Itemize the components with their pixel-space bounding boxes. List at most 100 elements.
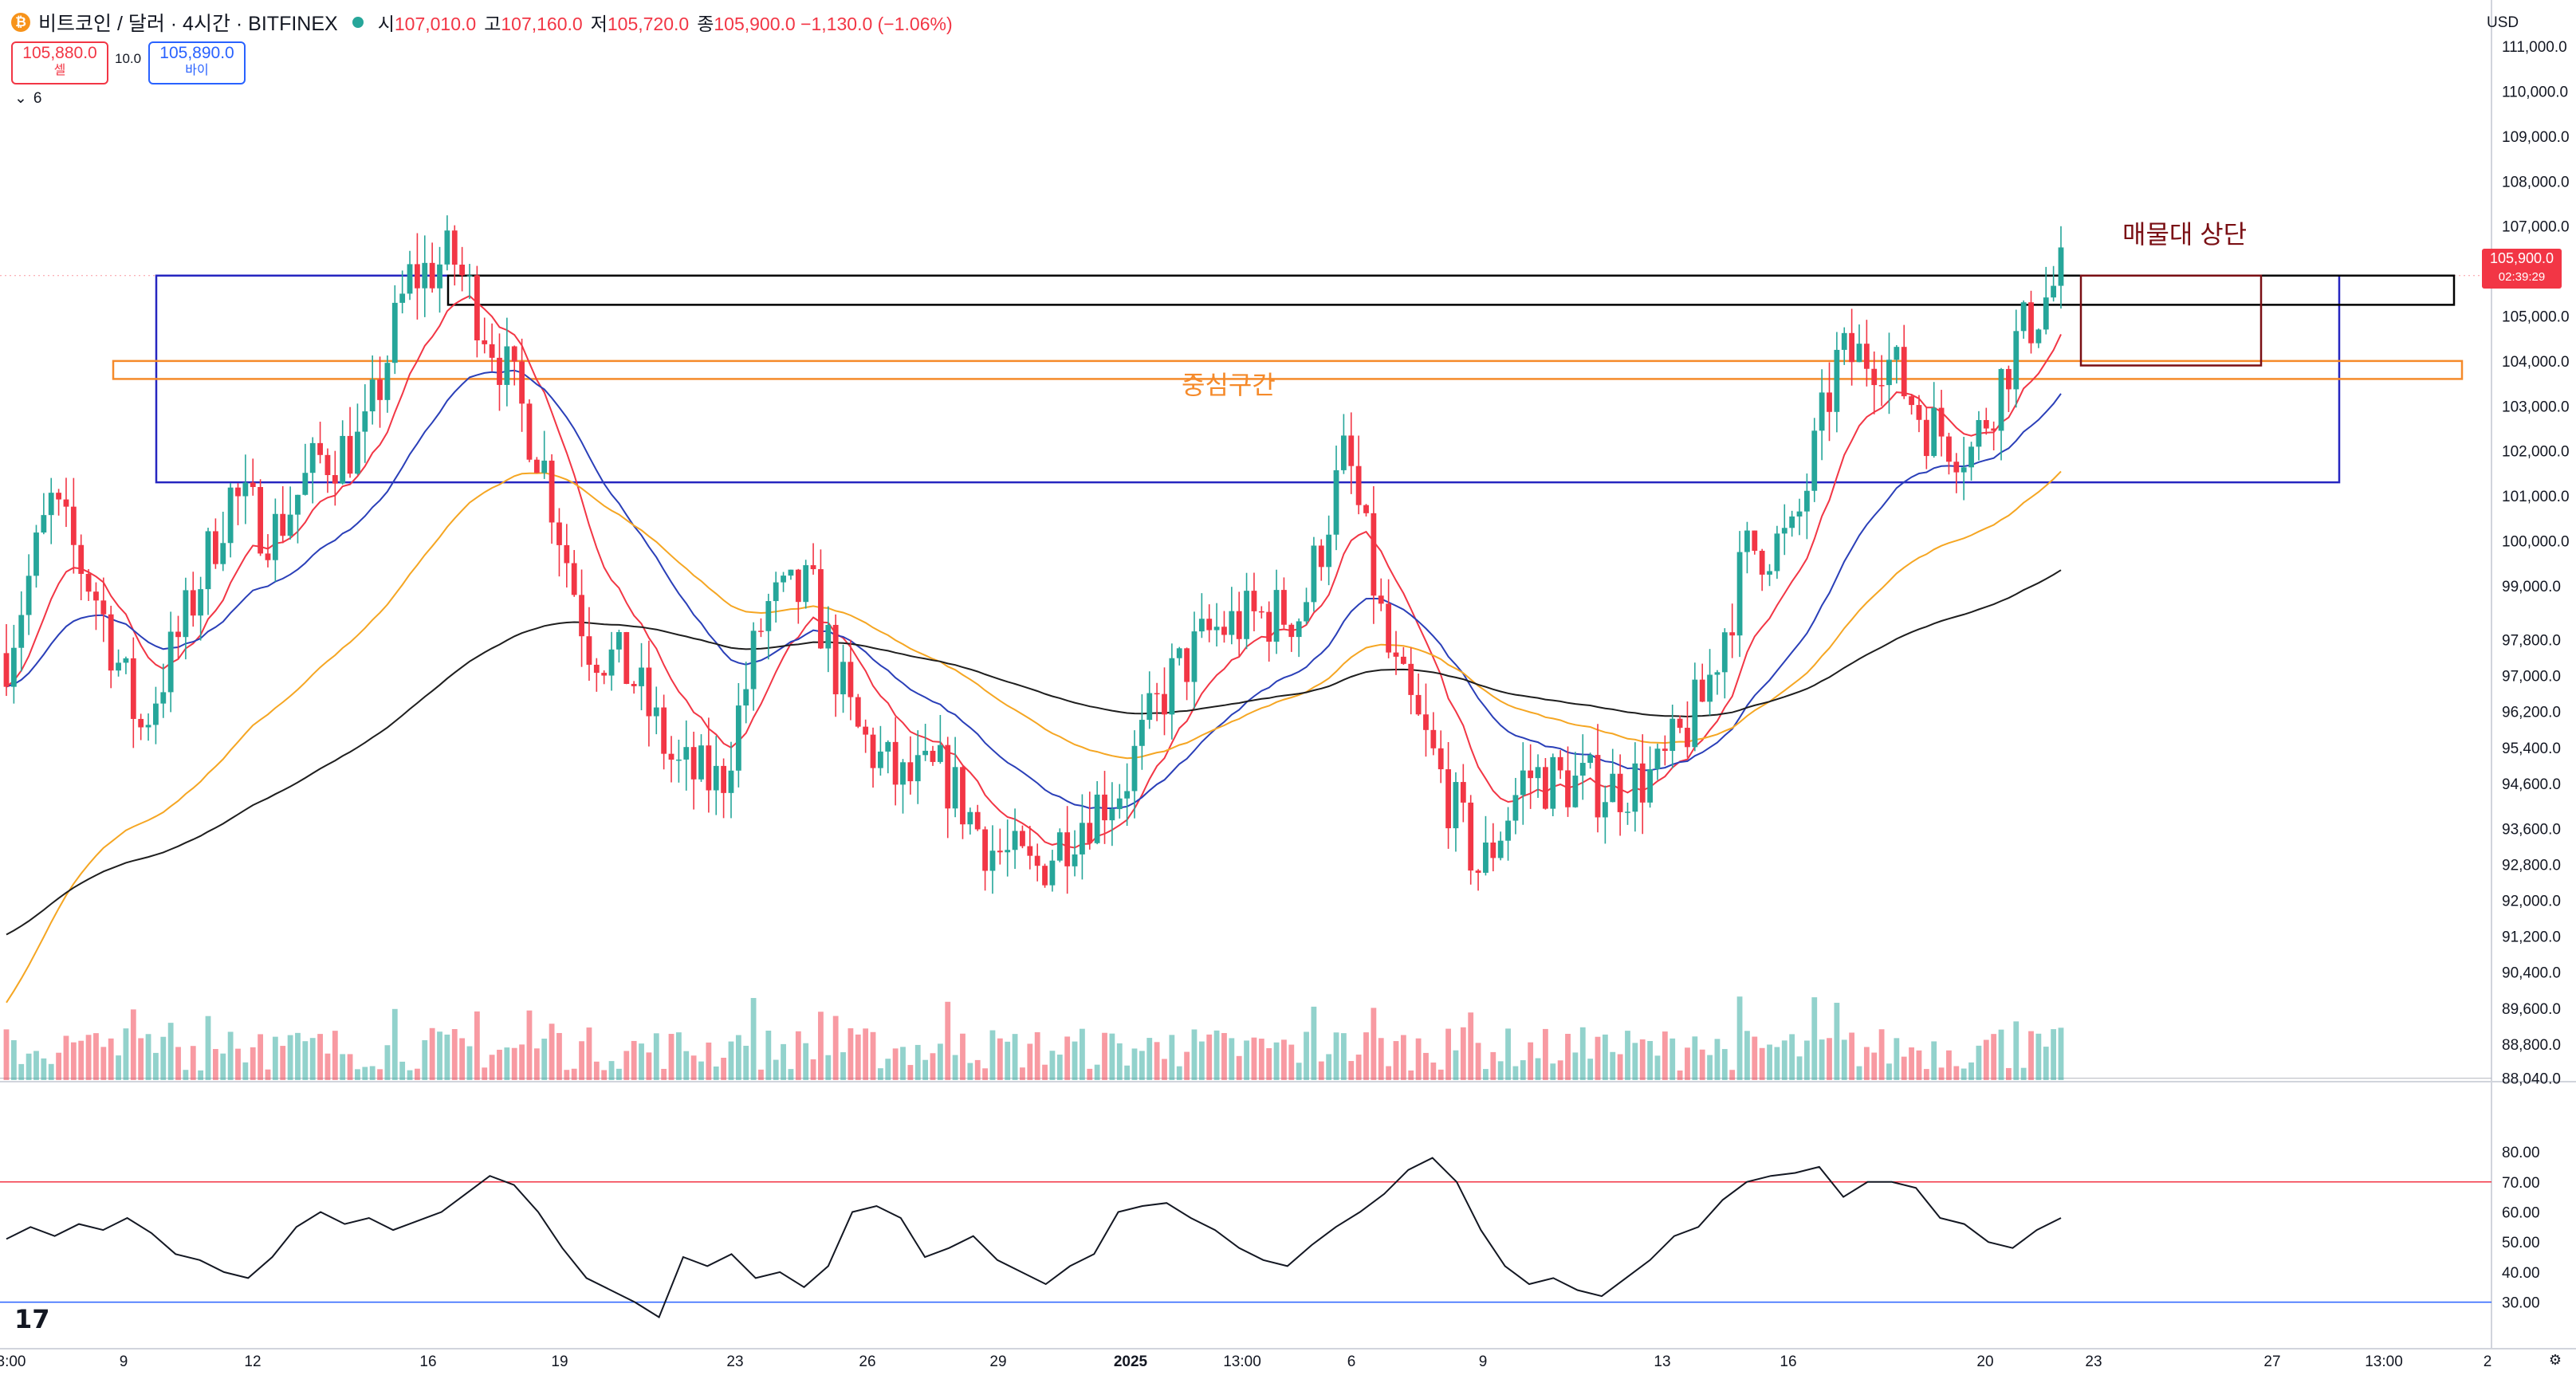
volume-bar	[885, 1059, 891, 1080]
candle-body	[1909, 396, 1914, 406]
candle-body	[1169, 658, 1175, 715]
price-tick-label: 94,600.0	[2502, 776, 2561, 793]
high-value: 107,160.0	[501, 14, 583, 34]
volume-bar	[832, 1016, 839, 1080]
candle-body	[340, 435, 346, 484]
volume-bar	[1721, 1049, 1728, 1080]
candle-body	[997, 851, 1003, 853]
candle-body	[1535, 767, 1541, 779]
indicator-toggle[interactable]: ⌄ 6	[14, 89, 42, 108]
candle-body	[788, 569, 794, 576]
candle-body	[1304, 602, 1309, 622]
candle-body	[1340, 435, 1347, 470]
symbol-title[interactable]: 비트코인 / 달러 · 4시간 · BITFINEX	[38, 13, 338, 35]
candle-body	[795, 569, 801, 603]
volume-bar	[190, 1046, 196, 1080]
candle-body	[1184, 648, 1190, 682]
candle-body	[78, 544, 85, 574]
volume-bar	[56, 1052, 61, 1080]
candle-body	[205, 531, 211, 590]
candle-body	[1497, 840, 1504, 858]
candle-body	[1811, 430, 1818, 491]
open-value: 107,010.0	[394, 14, 477, 34]
buy-button[interactable]: 105,890.0 바이	[148, 41, 246, 84]
bitcoin-icon: ₿	[11, 13, 30, 32]
candle-body	[1408, 663, 1414, 695]
volume-bar	[601, 1070, 608, 1080]
candle-body	[1318, 545, 1324, 568]
volume-bar	[474, 1011, 480, 1080]
volume-bar	[1909, 1047, 1914, 1080]
candle-body	[250, 482, 256, 487]
candle-body	[556, 522, 562, 545]
rsi-line	[6, 1157, 2062, 1318]
axis-settings[interactable]: ⚙	[2549, 1352, 2562, 1369]
time-tick-label: 2	[2484, 1353, 2492, 1370]
candle-body	[683, 747, 690, 760]
candle-body	[646, 667, 652, 717]
volume-bar	[631, 1040, 637, 1080]
candle-body	[533, 459, 540, 473]
volume-bar	[870, 1031, 876, 1080]
volume-bar	[1087, 1068, 1093, 1080]
candle-body	[451, 230, 458, 265]
candle-body	[579, 595, 584, 637]
volume-bar	[519, 1044, 525, 1080]
volume-bar	[1579, 1027, 1586, 1080]
candle-body	[848, 662, 854, 697]
settings-gear-icon[interactable]: ⚙	[2548, 1352, 2562, 1368]
candle-body	[945, 744, 951, 809]
volume-bar	[100, 1047, 107, 1080]
volume-bar	[399, 1061, 406, 1080]
volume-bar	[116, 1055, 121, 1080]
annotations: 매물대 상단 중심구간	[1182, 220, 2247, 399]
center-zone-box	[112, 359, 2464, 380]
volume-bar	[1094, 1064, 1100, 1080]
candle-body	[355, 431, 360, 474]
candle-body	[220, 543, 226, 564]
candle-body	[2051, 285, 2057, 298]
candle-body	[541, 460, 548, 473]
volume-bar	[1602, 1034, 1608, 1080]
volume-bar	[818, 1012, 824, 1080]
volume-bar	[1154, 1042, 1160, 1080]
volume-bar	[1714, 1039, 1721, 1080]
candle-body	[653, 707, 659, 717]
volume-bar	[1453, 1050, 1459, 1080]
price-tick-label: 96,200.0	[2502, 705, 2561, 721]
time-tick-label: 29	[989, 1353, 1006, 1370]
volume-bar	[1976, 1045, 1982, 1080]
volume-bar	[1946, 1050, 1952, 1080]
volume-bar	[265, 1069, 271, 1080]
candle-body	[668, 753, 674, 760]
volume-bar	[773, 1059, 779, 1080]
time-tick-label: 27	[2263, 1353, 2280, 1370]
time-tick-label: 3:00	[0, 1353, 26, 1370]
time-tick-label: 13:00	[1223, 1353, 1261, 1370]
candle-body	[1363, 505, 1369, 513]
candle-body	[1721, 632, 1728, 673]
volume-bar	[1595, 1036, 1601, 1080]
candle-body	[145, 725, 151, 728]
volume-bar	[1654, 1055, 1661, 1080]
candle-body	[1669, 718, 1676, 752]
currency-selector[interactable]: USD	[2487, 14, 2519, 31]
volume-bar	[1968, 1062, 1974, 1080]
volume-bar	[586, 1027, 592, 1080]
candle-body	[1273, 590, 1280, 642]
candle-body	[1707, 674, 1713, 702]
volume-bar	[1685, 1047, 1690, 1080]
candle-body	[571, 563, 577, 595]
candle-body	[1020, 831, 1025, 847]
candle-body	[1490, 843, 1496, 858]
candle-body	[474, 275, 480, 341]
volume-bar	[1744, 1031, 1750, 1080]
volume-bar	[571, 1068, 577, 1080]
tradingview-logo-icon[interactable]: 17	[14, 1304, 50, 1334]
volume-bar	[877, 1068, 883, 1080]
symbol-header[interactable]: ₿ 비트코인 / 달러 · 4시간 · BITFINEX 시107,010.0 …	[11, 8, 953, 37]
candle-body	[1087, 823, 1093, 843]
sell-button[interactable]: 105,880.0 셀	[11, 41, 108, 84]
volume-bar	[579, 1041, 584, 1080]
